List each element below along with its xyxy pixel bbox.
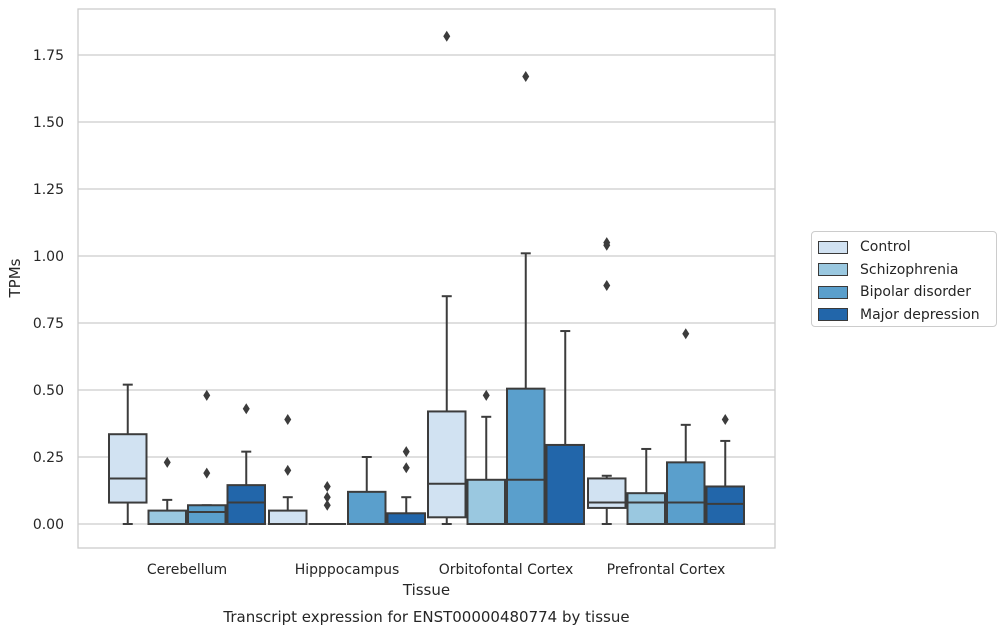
box-iqr — [386, 512, 426, 526]
outlier-point — [482, 389, 490, 401]
y-tick-label: 1.25 — [33, 182, 64, 198]
legend-swatch — [818, 285, 848, 299]
box-iqr — [226, 484, 266, 526]
box-schizophrenia — [466, 389, 506, 525]
outlier-point — [323, 480, 331, 492]
box-iqr — [187, 504, 227, 525]
legend-item: Major depression — [818, 304, 996, 327]
legend-label: Bipolar disorder — [860, 284, 972, 301]
box-iqr — [545, 443, 585, 525]
legend: Control Schizophrenia Bipolar disorder Majo… — [811, 231, 997, 327]
legend-item: Schizophrenia — [818, 259, 996, 282]
x-tick-label: Cerebellum — [147, 562, 227, 578]
y-axis-title: TPMs — [6, 258, 24, 298]
outlier-point — [522, 70, 530, 82]
y-tick-label: 0.50 — [33, 383, 64, 399]
outlier-point — [443, 30, 451, 42]
legend-item: Bipolar disorder — [818, 281, 996, 304]
outlier-point — [402, 446, 410, 458]
box-iqr — [666, 461, 706, 525]
plot-frame — [77, 8, 776, 549]
box-schizophrenia — [308, 480, 346, 525]
outlier-point — [284, 464, 292, 476]
y-tick-label: 1.50 — [33, 115, 64, 131]
box-major-depression — [386, 446, 426, 526]
outlier-point — [284, 413, 292, 425]
x-axis-title: Tissue — [402, 581, 450, 599]
legend-swatch — [818, 240, 848, 254]
box-iqr — [108, 433, 148, 504]
legend-label: Major depression — [860, 306, 980, 323]
outlier-point — [402, 462, 410, 474]
outlier-point — [203, 467, 211, 479]
y-tick-label: 0.25 — [33, 450, 64, 466]
box-iqr — [147, 509, 187, 526]
box-iqr — [506, 387, 546, 525]
box-major-depression — [705, 413, 745, 526]
y-tick-label: 0.75 — [33, 316, 64, 332]
outlier-point — [721, 413, 729, 425]
box-iqr — [347, 490, 387, 525]
outlier-point — [203, 389, 211, 401]
box-bipolar-disorder — [666, 328, 706, 525]
box-bipolar-disorder — [506, 70, 546, 525]
outlier-point — [603, 279, 611, 291]
box-bipolar-disorder — [187, 389, 227, 525]
box-control — [268, 413, 308, 526]
legend-label: Schizophrenia — [860, 261, 959, 278]
outlier-point — [323, 491, 331, 503]
legend-swatch — [818, 308, 848, 322]
plot-area — [108, 30, 745, 526]
box-schizophrenia — [147, 456, 187, 526]
gridlines — [78, 54, 775, 525]
y-tick-label: 0.00 — [33, 517, 64, 533]
outlier-point — [323, 499, 331, 511]
legend-item: Control — [818, 236, 996, 259]
box-iqr — [268, 509, 308, 526]
outlier-point — [682, 328, 690, 340]
y-axis: 0.00 0.25 0.50 0.75 1.00 1.25 1.50 1.75 — [33, 48, 64, 533]
box-major-depression — [545, 330, 585, 525]
outlier-point — [242, 403, 250, 415]
legend-swatch — [818, 263, 848, 277]
box-schizophrenia — [626, 447, 666, 525]
box-bipolar-disorder — [347, 456, 387, 525]
y-tick-label: 1.00 — [33, 249, 64, 265]
box-iqr — [626, 492, 666, 525]
legend-label: Control — [860, 239, 911, 256]
x-tick-label: Orbitofontal Cortex — [439, 562, 574, 578]
box-control — [587, 237, 627, 525]
box-iqr — [427, 410, 467, 519]
x-axis: Cerebellum Hipppocampus Orbitofontal Corte… — [147, 562, 725, 578]
box-control — [108, 383, 148, 525]
box-major-depression — [226, 403, 266, 526]
box-iqr — [705, 485, 745, 526]
outlier-point — [603, 237, 611, 249]
x-tick-label: Prefrontal Cortex — [607, 562, 726, 578]
outlier-point — [163, 456, 171, 468]
chart-title: Transcript expression for ENST0000048077… — [222, 608, 629, 626]
box-iqr — [466, 478, 506, 525]
y-tick-label: 1.75 — [33, 48, 64, 64]
box-control — [427, 30, 467, 525]
x-tick-label: Hipppocampus — [295, 562, 400, 578]
